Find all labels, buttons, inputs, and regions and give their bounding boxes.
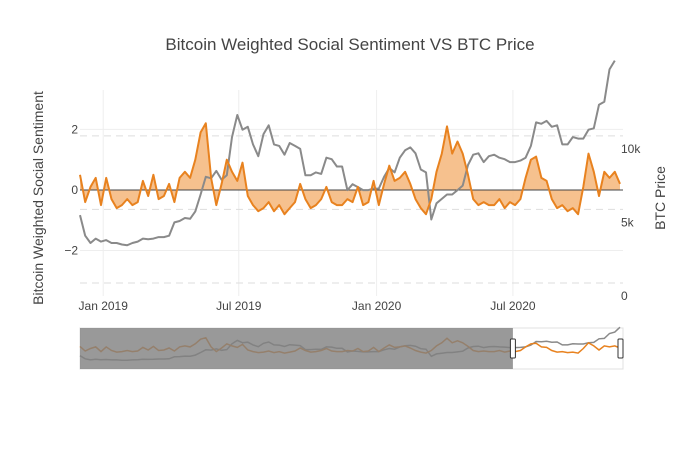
y2-tick-label: 10k <box>621 142 641 156</box>
grid <box>80 90 623 296</box>
y2-tick-label: 5k <box>621 215 635 229</box>
sentiment-area <box>80 123 620 215</box>
chart-title: Bitcoin Weighted Social Sentiment VS BTC… <box>165 35 534 54</box>
y-tick-label: −2 <box>64 244 78 258</box>
x-axis-ticks: Jan 2019 Jul 2019 Jan 2020 Jul 2020 <box>79 299 536 313</box>
range-slider-right-handle[interactable] <box>617 338 624 359</box>
y-axis-ticks: 2 0 −2 <box>64 122 78 257</box>
x-tick-label: Jul 2019 <box>216 299 262 313</box>
x-tick-label: Jan 2019 <box>79 299 129 313</box>
y-axis-title: Bitcoin Weighted Social Sentiment <box>30 91 46 305</box>
sentiment-line <box>79 122 621 216</box>
range-slider[interactable] <box>79 326 624 370</box>
btc-price-line <box>79 60 616 247</box>
y2-axis-ticks: 10k 5k 0 <box>621 142 641 303</box>
x-tick-label: Jul 2020 <box>490 299 536 313</box>
sentiment-fill <box>80 123 620 215</box>
y-tick-label: 0 <box>71 183 78 197</box>
y2-tick-label: 0 <box>621 289 628 303</box>
range-slider-left-handle[interactable] <box>509 338 516 359</box>
range-slider-mask[interactable] <box>80 328 513 369</box>
x-tick-label: Jan 2020 <box>352 299 402 313</box>
y-tick-label: 2 <box>71 122 78 136</box>
series-lines <box>79 60 621 247</box>
y2-axis-title: BTC Price <box>652 166 668 230</box>
